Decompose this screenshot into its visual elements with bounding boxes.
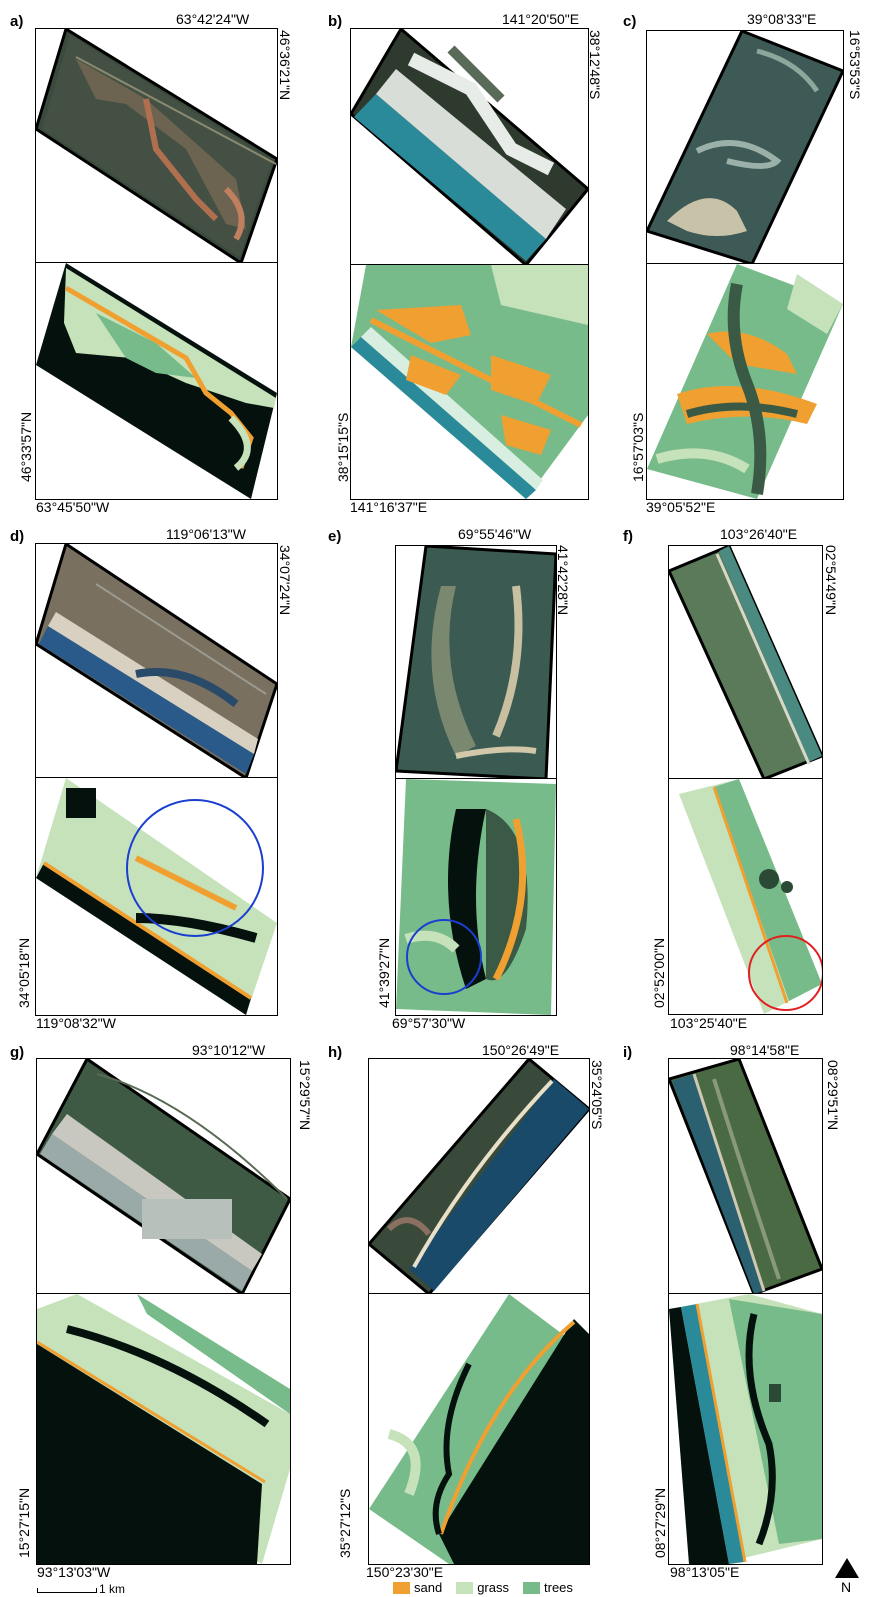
panel-d-right-lat: 34°07'24"N: [277, 545, 293, 616]
scale-bar-label: 1 km: [99, 1582, 126, 1596]
panel-e-satellite: [395, 545, 557, 780]
panel-c-top-lon: 39°08'33"E: [747, 11, 817, 27]
panel-e-left-lat: 41°39'27"N: [376, 937, 392, 1008]
panel-c-left-lat: 16°57'03"S: [630, 412, 646, 482]
panel-c-right-lat: 16°53'53"S: [847, 30, 863, 100]
panel-a-classification: [35, 262, 278, 500]
panel-i-top-lon: 98°14'58"E: [730, 1042, 800, 1058]
panel-h-left-lat: 35°27'12"S: [337, 1488, 353, 1558]
panel-g-right-lat: 15°29'57"N: [297, 1060, 313, 1131]
panel-c-bottom-lon: 39°05'52"E: [646, 499, 716, 515]
north-arrow: N: [835, 1558, 859, 1595]
panel-c-classification: [646, 263, 844, 500]
legend-label-trees: trees: [544, 1580, 573, 1595]
panel-h-right-lat: 35°24'05"S: [589, 1060, 605, 1130]
panel-d-left-lat: 34°05'18"N: [16, 937, 32, 1008]
panel-h-bottom-lon: 150°23'30"E: [366, 1564, 444, 1580]
panel-f-bottom-lon: 103°25'40"E: [670, 1015, 748, 1031]
panel-h-satellite: [368, 1058, 590, 1295]
panel-b-top-lon: 141°20'50"E: [502, 11, 580, 27]
panel-b-label: b): [328, 13, 343, 30]
legend-item-trees: trees: [523, 1580, 573, 1595]
panel-i-satellite: [668, 1058, 823, 1295]
panel-g-bottom-lon: 93°13'03"W: [37, 1564, 111, 1580]
legend-label-grass: grass: [477, 1580, 509, 1595]
panel-g-top-lon: 93°10'12"W: [192, 1042, 266, 1058]
panel-e-bottom-lon: 69°57'30"W: [392, 1015, 466, 1031]
panel-h-classification: [368, 1293, 590, 1565]
panel-d-top-lon: 119°06'13"W: [166, 526, 246, 542]
panel-b-left-lat: 38°15'15"S: [335, 412, 351, 482]
panel-f-left-lat: 02°52'00"N: [651, 937, 667, 1008]
panel-c-satellite: [646, 30, 844, 265]
panel-b-satellite: [350, 28, 589, 266]
panel-b-bottom-lon: 141°16'37"E: [350, 499, 428, 515]
panel-i-bottom-lon: 98°13'05"E: [670, 1564, 740, 1580]
panel-d-satellite: [35, 543, 278, 779]
legend: sand grass trees: [393, 1580, 573, 1595]
legend-swatch-sand: [393, 1581, 410, 1594]
panel-a-left-lat: 46°33'57"N: [18, 411, 34, 482]
panel-a-bottom-lon: 63°45'50"W: [36, 499, 110, 515]
panel-c-label: c): [623, 13, 637, 30]
panel-i-classification: [668, 1293, 823, 1565]
panel-f-label: f): [623, 528, 633, 545]
panel-b-classification: [350, 264, 589, 500]
panel-f-classification: [668, 778, 823, 1015]
panel-a-label: a): [10, 13, 24, 30]
panel-e-right-lat: 41°42'28"N: [555, 545, 571, 616]
panel-g-classification: [36, 1293, 291, 1565]
panel-e-label: e): [328, 528, 342, 545]
panel-f-satellite: [668, 545, 823, 780]
panel-b-right-lat: 38°12'48"S: [587, 30, 603, 100]
panel-e-top-lon: 69°55'46"W: [458, 526, 532, 542]
panel-a-right-lat: 46°36'21"N: [277, 30, 293, 101]
panel-i-right-lat: 08°29'51"N: [825, 1060, 841, 1131]
legend-swatch-trees: [523, 1581, 540, 1594]
legend-swatch-grass: [456, 1581, 474, 1594]
legend-item-grass: grass: [456, 1580, 509, 1595]
legend-label-sand: sand: [414, 1580, 443, 1595]
panel-h-label: h): [328, 1044, 343, 1061]
panel-d-bottom-lon: 119°08'32"W: [36, 1015, 116, 1031]
panel-d-label: d): [10, 528, 25, 545]
north-arrow-icon: [835, 1558, 859, 1578]
panel-a-satellite: [35, 28, 278, 264]
panel-h-top-lon: 150°26'49"E: [482, 1042, 560, 1058]
panel-f-right-lat: 02°54'49"N: [823, 545, 839, 616]
panel-d-classification: [35, 777, 278, 1016]
panel-i-left-lat: 08°27'29"N: [652, 1487, 668, 1558]
panel-g-satellite: [36, 1058, 291, 1295]
panel-i-label: i): [623, 1044, 633, 1061]
panel-g-left-lat: 15°27'15"N: [16, 1487, 32, 1558]
panel-g-label: g): [10, 1044, 25, 1061]
scale-bar-line: [37, 1588, 97, 1593]
panel-a-top-lon: 63°42'24"W: [176, 11, 250, 27]
panel-e-classification: [395, 778, 557, 1016]
panel-f-top-lon: 103°26'40"E: [720, 526, 798, 542]
north-arrow-label: N: [841, 1579, 852, 1595]
legend-item-sand: sand: [393, 1580, 442, 1595]
